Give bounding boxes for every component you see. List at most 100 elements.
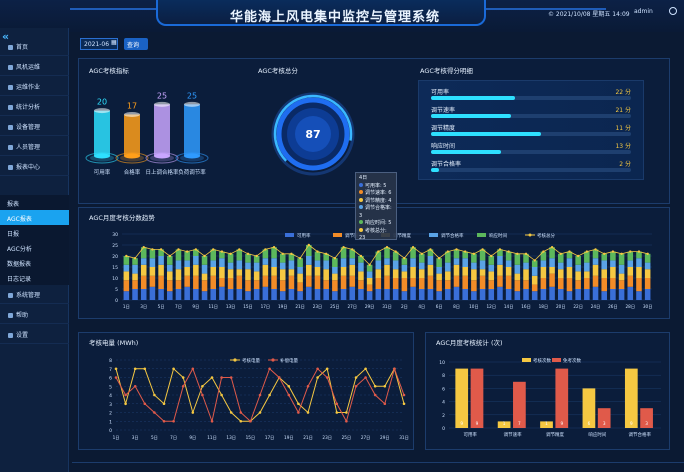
x-tick-label: 27日	[361, 435, 371, 441]
total-point	[194, 248, 198, 251]
total-point	[264, 248, 267, 251]
bar-segment	[401, 278, 408, 292]
y-tick-label: 5	[109, 384, 112, 390]
series-point	[383, 402, 387, 406]
series-point	[220, 376, 223, 379]
bar-segment	[271, 267, 277, 276]
bar-segment	[410, 258, 416, 267]
bar-segment	[644, 262, 651, 270]
legend-label: 调节速率	[345, 232, 363, 239]
bar-segment	[314, 275, 321, 289]
total-point	[168, 254, 171, 258]
x-tick-label: 27日	[347, 304, 357, 310]
bar-segment	[306, 264, 312, 276]
tooltip-label: 响应时间: 5	[365, 220, 392, 226]
bar-segment	[540, 260, 547, 267]
sidebar-item[interactable]: 系统管理	[0, 284, 69, 304]
sidebar-subitem[interactable]: 报表	[0, 195, 69, 210]
kpi-cylinders: 20 可用率 17 合格率 25 日上调合格率 25 负荷调节率	[85, 91, 209, 176]
sidebar-item[interactable]: 报表中心	[0, 156, 69, 176]
bar-segment	[236, 289, 243, 300]
y-tick-label: 6	[109, 376, 112, 382]
series-point	[124, 402, 127, 406]
y-tick-label: 30	[112, 232, 118, 238]
bar-segment	[392, 260, 399, 270]
bar-segment	[523, 289, 529, 300]
series-point	[210, 376, 214, 379]
series-point	[239, 411, 243, 414]
bar-value-label: 9	[560, 421, 563, 426]
sidebar-item[interactable]: 人员管理	[0, 136, 69, 156]
bar-segment	[540, 267, 547, 278]
bar-segment	[271, 258, 277, 267]
total-point	[594, 248, 597, 251]
month-picker[interactable]: 2021-06	[80, 38, 118, 50]
bar-segment	[201, 264, 208, 274]
total-point	[446, 250, 450, 253]
bar-segment	[227, 262, 234, 270]
sidebar-subitem[interactable]: 日志记录	[0, 270, 69, 285]
collapse-icon[interactable]: «	[2, 30, 10, 43]
total-point	[298, 257, 302, 260]
y-tick-label: 7	[109, 367, 112, 373]
cylinder-base	[184, 153, 200, 159]
total-point	[185, 250, 189, 253]
score-value: 2 分	[619, 161, 631, 168]
tooltip-swatch	[359, 227, 363, 232]
bar-segment	[193, 249, 199, 256]
sidebar-item[interactable]: 运维作业	[0, 76, 69, 96]
score-track	[431, 96, 631, 100]
bar-segment	[158, 256, 164, 265]
query-button[interactable]: 查询	[124, 38, 148, 50]
trend-title: AGC月度考核分数趋势	[89, 214, 155, 222]
bar	[555, 368, 569, 428]
power-icon[interactable]	[669, 7, 677, 15]
series-point	[191, 411, 195, 414]
x-tick-label: 响应时间	[588, 431, 606, 438]
sidebar-item[interactable]: 设置	[0, 324, 69, 344]
total-point	[351, 248, 354, 251]
bar-segment	[227, 253, 234, 263]
sidebar-subitem[interactable]: 数据报表	[0, 255, 69, 270]
bar-segment	[271, 247, 277, 259]
score-track	[431, 150, 631, 154]
bar-segment	[245, 269, 251, 281]
bar-segment	[201, 291, 208, 300]
total-point	[307, 243, 311, 247]
sidebar-subitem[interactable]: AGC分析	[0, 240, 69, 255]
sidebar-item[interactable]: 统计分析	[0, 96, 69, 116]
count-title: AGC月度考核统计 (次)	[436, 339, 503, 347]
legend-label: 调节合格率	[441, 232, 464, 239]
bar-segment	[175, 249, 182, 261]
sidebar-subitem[interactable]: AGC报表	[0, 210, 69, 225]
bar	[497, 421, 511, 428]
bar-segment	[601, 269, 607, 278]
sidebar-item[interactable]: 风机运维	[0, 56, 69, 76]
total-point	[342, 246, 345, 249]
bar-segment	[505, 260, 512, 267]
x-tick-label: 可用率	[463, 431, 477, 438]
bar-value-label: 7	[518, 421, 521, 426]
bar-segment	[427, 275, 434, 289]
bar-segment	[549, 258, 555, 267]
score-value: 21 分	[615, 107, 631, 114]
bar-segment	[323, 280, 329, 289]
sidebar-subitem[interactable]: 日报	[0, 225, 69, 240]
sidebar-item[interactable]: 帮助	[0, 304, 69, 324]
bar-segment	[366, 291, 373, 300]
total-point	[576, 254, 580, 258]
menu-icon	[8, 145, 13, 150]
x-tick-label: 13日	[226, 435, 236, 441]
sidebar-item[interactable]: 设备管理	[0, 116, 69, 136]
bar-segment	[236, 249, 243, 261]
bar-segment	[418, 278, 425, 289]
user-name[interactable]: admin	[634, 8, 653, 15]
tooltip-row: 考核总分: 23	[359, 227, 393, 243]
total-point	[611, 250, 615, 253]
bar-segment	[279, 280, 286, 292]
sidebar-item[interactable]: 首页	[0, 36, 69, 56]
bar-segment	[253, 271, 260, 281]
x-tick-label: 30日	[643, 304, 653, 310]
sidebar-item-label: 设备管理	[16, 124, 41, 131]
calendar-icon[interactable]: ▦	[111, 39, 117, 46]
